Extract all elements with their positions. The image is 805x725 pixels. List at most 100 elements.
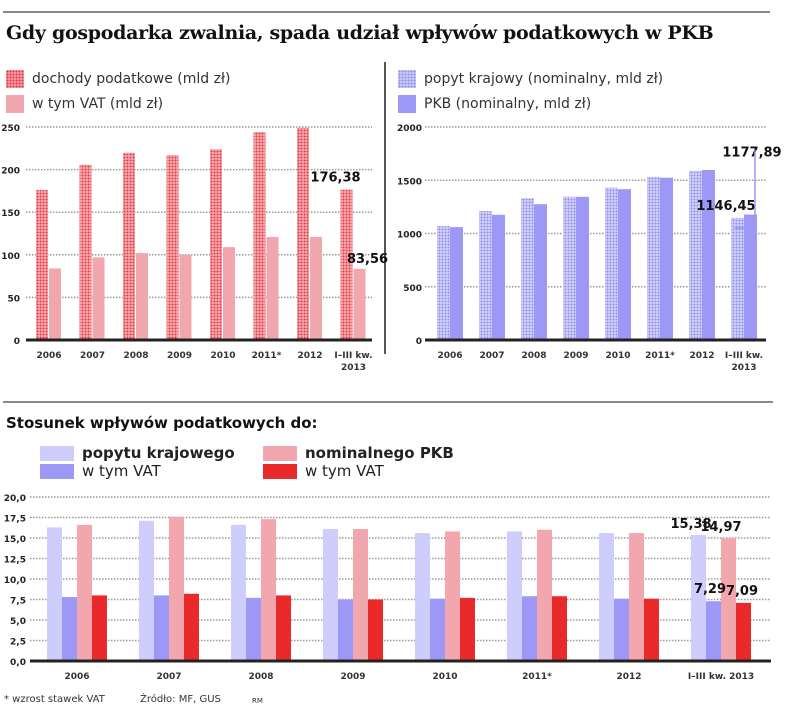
- author-initials: RM: [252, 697, 263, 705]
- x-tick-label: I–III kw.: [334, 351, 372, 361]
- rose-swatch-icon: [263, 445, 297, 461]
- legend-label: PKB (nominalny, mld zł): [424, 96, 592, 112]
- y-tick-label: 5,0: [10, 617, 26, 627]
- x-tick-label: 2013: [731, 363, 756, 373]
- x-tick-label: 2007: [156, 672, 181, 682]
- bar-3-6: [644, 598, 659, 660]
- x-tick-label: 2011*: [252, 351, 282, 361]
- section-rule: [3, 401, 773, 403]
- legend-item-tax-revenue: dochody podatkowe (mld zł): [6, 70, 230, 88]
- legend-item-vat: w tym VAT (mld zł): [6, 95, 163, 113]
- bar-0-1: [139, 520, 154, 660]
- bar-1-6: [702, 170, 715, 339]
- page-title: Gdy gospodarka zwalnia, spada udział wpł…: [6, 22, 714, 44]
- pink-swatch-icon: [6, 95, 24, 113]
- chart-divider: [384, 62, 386, 354]
- legend-label: popytu krajowego: [82, 444, 235, 462]
- data-label: 15,38: [670, 517, 711, 532]
- bar-1-6: [614, 598, 629, 660]
- bar-2-4: [445, 531, 460, 660]
- y-tick-label: 15,0: [4, 535, 26, 545]
- bar-1-4: [430, 598, 445, 660]
- y-tick-label: 17,5: [4, 515, 26, 525]
- x-tick-label: 2006: [64, 672, 89, 682]
- legend-label: popyt krajowy (nominalny, mld zł): [424, 71, 664, 87]
- bar-0-1: [479, 211, 492, 339]
- legend-label: dochody podatkowe (mld zł): [32, 71, 231, 87]
- legend-label: w tym VAT: [305, 462, 384, 480]
- legend-item-gdp-ratio: nominalnego PKB: [263, 444, 454, 462]
- bar-0-4: [210, 149, 222, 339]
- bar-1-0: [49, 268, 61, 339]
- bar-2-3: [353, 528, 368, 660]
- legend-item-gdp-vat-ratio: w tym VAT: [263, 462, 384, 480]
- top-rule-right: [370, 11, 770, 13]
- x-tick-label: 2012: [297, 351, 322, 361]
- callout-line: [735, 150, 756, 229]
- bar-1-7: [706, 601, 721, 660]
- top-rule: [3, 11, 370, 13]
- bar-1-4: [618, 189, 631, 339]
- bar-1-3: [576, 196, 589, 339]
- x-tick-label: 2008: [521, 351, 546, 361]
- bar-2-5: [537, 529, 552, 660]
- x-tick-label: 2010: [432, 672, 457, 682]
- x-tick-label: I–III kw.: [725, 351, 763, 361]
- y-tick-label: 50: [7, 294, 20, 304]
- bar-2-1: [169, 516, 184, 660]
- legend-label: w tym VAT: [82, 462, 161, 480]
- legend-label: nominalnego PKB: [305, 444, 454, 462]
- data-label: 7,29: [694, 582, 726, 597]
- legend-item-demand-ratio: popytu krajowego: [40, 444, 235, 462]
- footnote: * wzrost stawek VAT: [4, 694, 105, 705]
- x-tick-label: 2012: [689, 351, 714, 361]
- data-label: 1177,89: [722, 146, 781, 161]
- bar-1-4: [223, 247, 235, 339]
- bar-1-3: [179, 254, 192, 339]
- y-tick-label: 200: [1, 167, 20, 177]
- bar-3-1: [184, 593, 199, 660]
- data-label: 83,56: [347, 252, 388, 267]
- x-tick-label: 2010: [605, 351, 630, 361]
- bar-3-0: [92, 595, 107, 660]
- bar-0-0: [36, 190, 48, 339]
- y-tick-label: 12,5: [4, 556, 26, 566]
- bar-2-2: [261, 519, 276, 660]
- lavender-swatch-icon: [40, 445, 74, 461]
- bar-3-2: [276, 595, 291, 660]
- x-tick-label: 2011*: [645, 351, 675, 361]
- y-tick-label: 100: [1, 252, 20, 262]
- x-tick-label: 2008: [248, 672, 273, 682]
- legend-item-gdp: PKB (nominalny, mld zł): [398, 95, 591, 113]
- x-tick-label: 2010: [210, 351, 235, 361]
- x-tick-label: 2007: [80, 351, 105, 361]
- dotted-blue-swatch-icon: [398, 70, 416, 88]
- x-tick-label: 2009: [340, 672, 365, 682]
- bar-0-7: [340, 189, 353, 339]
- y-tick-label: 1500: [397, 177, 422, 187]
- y-tick-label: 250: [1, 124, 20, 134]
- bar-0-4: [415, 533, 430, 660]
- dotted-red-swatch-icon: [6, 70, 24, 88]
- bar-0-2: [231, 524, 246, 660]
- y-tick-label: 500: [403, 284, 422, 294]
- bar-1-3: [338, 599, 353, 660]
- bar-0-5: [507, 531, 522, 660]
- bar-1-5: [266, 236, 279, 339]
- bar-0-0: [437, 226, 450, 339]
- y-tick-label: 1000: [397, 231, 422, 241]
- x-tick-label: 2008: [123, 351, 148, 361]
- bar-0-5: [253, 132, 266, 339]
- bar-3-5: [552, 596, 567, 660]
- bar-0-6: [689, 170, 702, 339]
- bar-0-2: [521, 198, 534, 339]
- bar-1-1: [92, 257, 105, 339]
- x-tick-label: 2011*: [522, 672, 552, 682]
- data-label: 1146,45: [696, 199, 755, 214]
- bar-2-7: [721, 538, 736, 660]
- bar-0-7: [731, 217, 744, 339]
- y-tick-label: 10,0: [4, 576, 26, 586]
- legend-item-demand-vat-ratio: w tym VAT: [40, 462, 161, 480]
- bar-0-7: [691, 534, 706, 660]
